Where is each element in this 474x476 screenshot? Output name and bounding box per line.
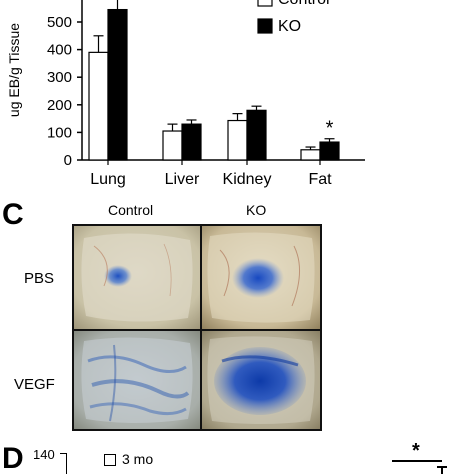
y-tick-label: 100 (47, 124, 72, 141)
legend-label-control: Control (278, 0, 330, 8)
x-tick-label-lung: Lung (90, 171, 126, 188)
legend-swatch-control (257, 0, 273, 7)
x-tick-label-kidney: Kidney (223, 171, 272, 188)
bar-control-lung (88, 51, 109, 161)
photo-ko-vegf (200, 329, 322, 431)
bar-control-kidney (227, 119, 248, 161)
y-tick-mark (60, 453, 66, 454)
photo-control-vegf (72, 329, 202, 431)
y-tick-label: 0 (64, 152, 72, 169)
legend-label-3mo: 3 mo (122, 451, 154, 467)
error-bar-cap (437, 466, 447, 468)
column-header-control: Control (108, 202, 154, 218)
bar-control-fat (300, 149, 321, 161)
bar-chart-panel-b: 0 100 200 300 400 500 ug EB/g Tissue Lung Liver K… (6, 0, 365, 188)
y-tick-label: 400 (47, 42, 72, 59)
y-axis-line (66, 453, 67, 474)
chart-labels: 0 100 200 300 400 500 ug EB/g Tissue Lung Liver K… (6, 14, 334, 188)
error-bar-stem (441, 466, 443, 474)
legend-swatch-3mo (104, 454, 116, 466)
bar-ko-fat (319, 141, 340, 161)
x-tick-label-liver: Liver (165, 171, 200, 188)
row-label-pbs: PBS (24, 270, 55, 287)
panel-letter-c: C (2, 198, 24, 231)
column-header-ko: KO (246, 202, 267, 218)
bar-control-liver (162, 130, 183, 161)
significance-star: * (326, 118, 334, 140)
y-tick-label: 300 (47, 69, 72, 86)
significance-bar (392, 460, 442, 462)
legend-swatch-ko (257, 18, 273, 34)
panel-letter-d: D (2, 442, 24, 475)
photo-ko-pbs (200, 224, 322, 331)
bar-ko-lung (107, 8, 128, 161)
bar-ko-kidney (246, 109, 267, 161)
x-tick-label-fat: Fat (308, 171, 332, 188)
y-tick-label: 500 (47, 14, 72, 31)
chart-bars (88, 0, 340, 161)
row-label-vegf: VEGF (14, 376, 55, 393)
significance-star: * (412, 440, 420, 462)
bar-ko-liver (181, 123, 202, 161)
y-axis-label: ug EB/g Tissue (6, 23, 22, 117)
chart-legend: Control KO (257, 0, 330, 35)
y-tick-label: 200 (47, 97, 72, 114)
photo-control-pbs (72, 224, 202, 331)
y-tick-label: 140 (33, 447, 55, 462)
legend-label-ko: KO (278, 18, 301, 35)
